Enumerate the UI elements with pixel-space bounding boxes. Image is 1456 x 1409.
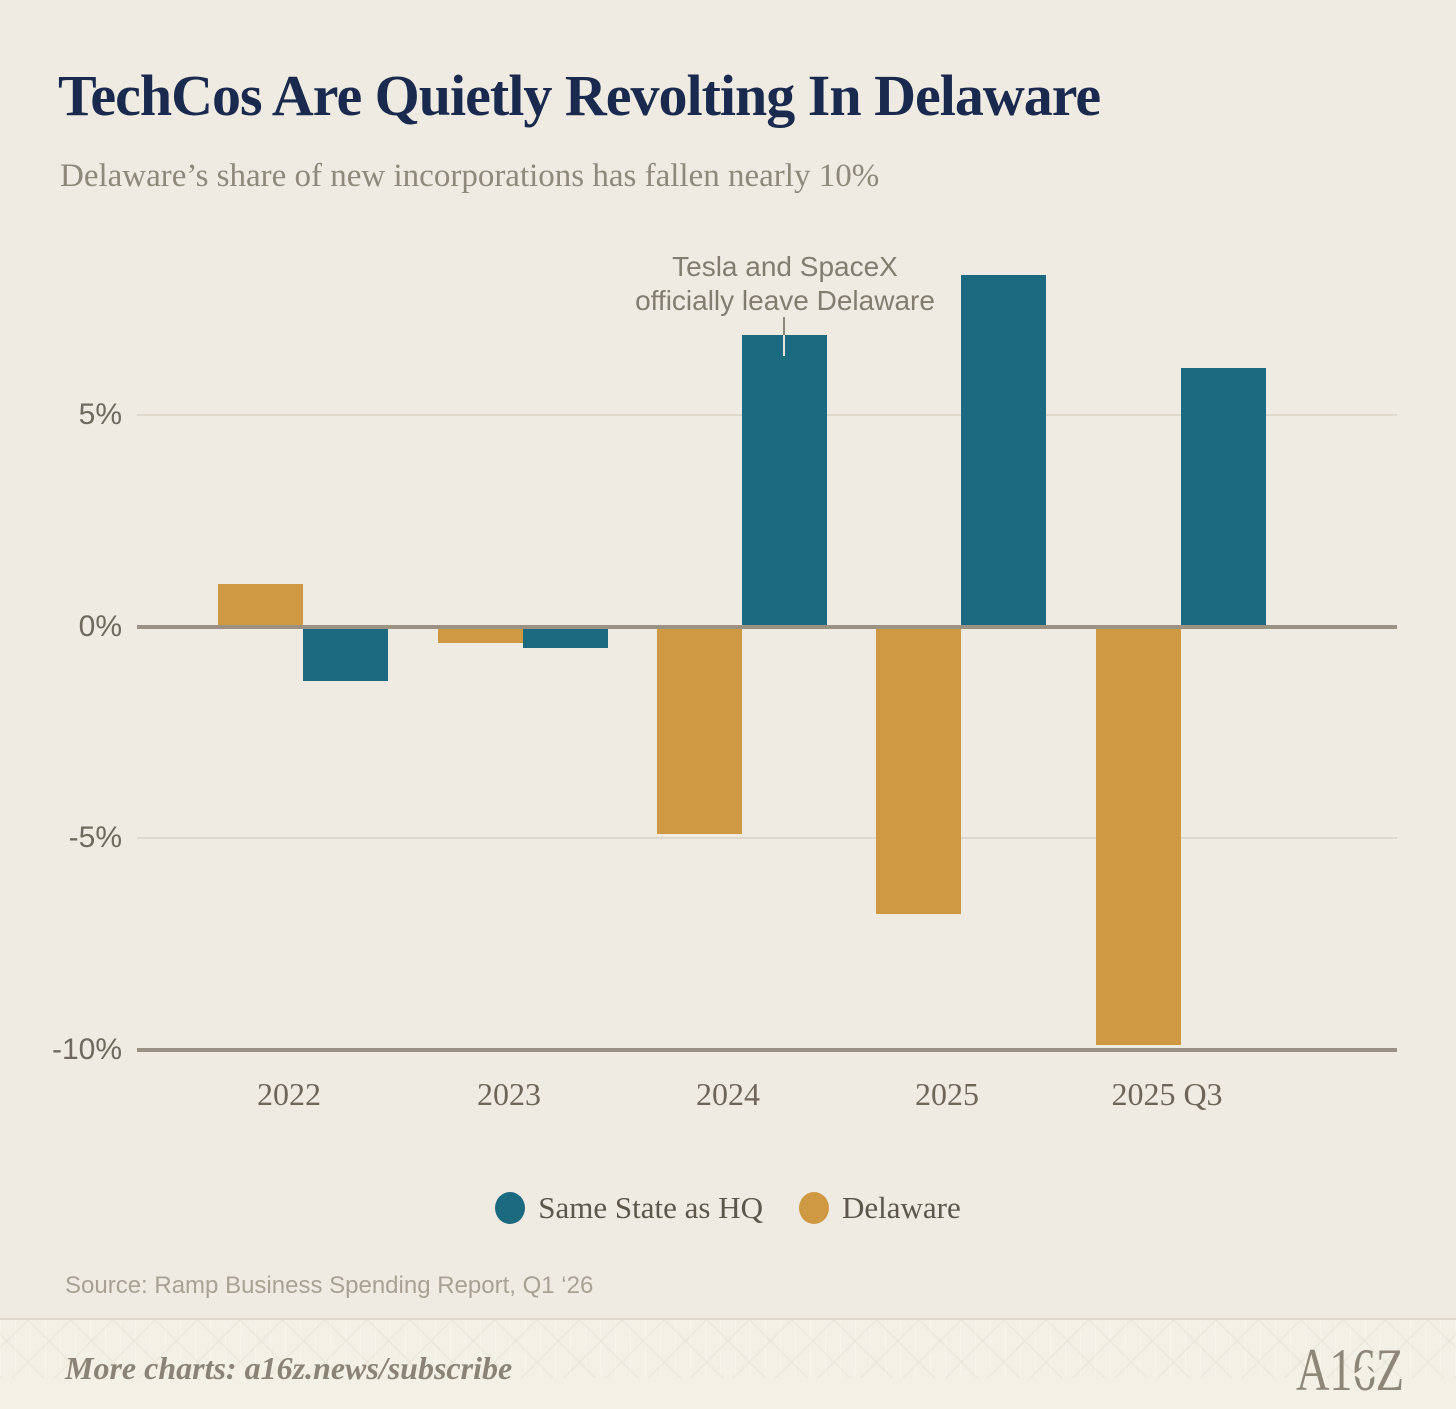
legend-item-delaware: Delaware — [798, 1190, 961, 1226]
chart-title: TechCos Are Quietly Revolting In Delawar… — [58, 63, 1101, 128]
x-tick-label-2023: 2023 — [477, 1076, 541, 1112]
legend-item-same-state-as-hq: Same State as HQ — [495, 1190, 763, 1226]
legend-label: Delaware — [841, 1190, 961, 1225]
bar-2025-delaware — [876, 626, 961, 915]
x-tick-label-2025-q3: 2025 Q3 — [1111, 1076, 1223, 1112]
y-tick-label-5pct: 5% — [78, 398, 122, 431]
chart-subtitle: Delaware’s share of new incorporations h… — [60, 158, 880, 194]
a16z-logo-star-icon — [1352, 1361, 1378, 1388]
legend-dot-icon — [495, 1192, 526, 1224]
legend: Same State as HQ Delaware — [0, 1190, 1456, 1226]
x-tick-label-2022: 2022 — [257, 1076, 321, 1112]
bar-2022-delaware — [218, 584, 303, 627]
x-tick-label-2024: 2024 — [696, 1076, 760, 1112]
a16z-logo-text: A16Z — [1296, 1338, 1404, 1400]
y-tick-label-0pct: 0% — [78, 609, 122, 643]
bottom-axis-line — [137, 1047, 1397, 1052]
legend-label: Same State as HQ — [538, 1190, 763, 1225]
gridline--5pct — [137, 837, 1397, 839]
annotation-pointer-line — [783, 317, 785, 335]
bar-2025-q3-same-state-as-hq — [1181, 368, 1266, 627]
more-charts-link[interactable]: More charts: a16z.news/subscribe — [65, 1350, 513, 1386]
bar-2025-q3-delaware — [1096, 626, 1181, 1046]
bar-2024-delaware — [657, 626, 742, 834]
bar-2023-same-state-as-hq — [523, 626, 608, 648]
x-tick-label-2025: 2025 — [915, 1076, 979, 1112]
source-note: Source: Ramp Business Spending Report, Q… — [65, 1272, 594, 1299]
bar-2023-delaware — [438, 626, 523, 644]
legend-dot-icon — [798, 1192, 829, 1224]
annotation-line-2: officially leave Delaware — [635, 285, 935, 316]
bar-2025-same-state-as-hq — [961, 275, 1046, 627]
y-tick-label--5pct: -5% — [68, 821, 122, 854]
annotation-pointer-line-inner — [783, 335, 785, 356]
zero-axis-line — [137, 624, 1397, 629]
annotation-text: Tesla and SpaceX officially leave Delawa… — [585, 250, 985, 318]
bar-2024-same-state-as-hq — [742, 334, 827, 627]
y-tick-label--10pct: -10% — [51, 1032, 122, 1066]
annotation-line-1: Tesla and SpaceX — [672, 251, 898, 282]
footer-band: More charts: a16z.news/subscribe A16Z — [0, 1318, 1456, 1409]
bar-2022-same-state-as-hq — [303, 626, 388, 682]
a16z-logo: A16Z — [1296, 1338, 1404, 1400]
